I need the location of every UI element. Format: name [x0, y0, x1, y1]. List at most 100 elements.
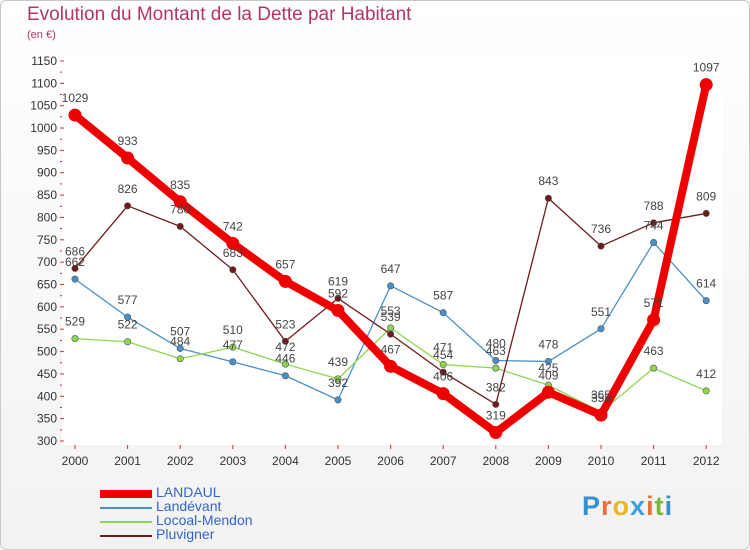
logo-letter: t	[654, 491, 665, 521]
x-tick-label: 2003	[219, 454, 246, 468]
data-label: 446	[275, 352, 295, 366]
plot-area	[62, 58, 722, 445]
data-label: 577	[118, 293, 138, 307]
data-label: 406	[433, 370, 453, 384]
data-label: 619	[328, 274, 348, 288]
data-label: 522	[118, 318, 138, 332]
data-label: 319	[486, 409, 506, 423]
data-label: 662	[65, 255, 85, 269]
data-label: 657	[275, 257, 295, 271]
data-label: 933	[118, 134, 138, 148]
data-point	[229, 266, 237, 274]
data-point	[71, 335, 79, 343]
data-label: 463	[644, 344, 664, 358]
proxiti-logo: Proxiti	[582, 491, 673, 522]
data-label: 463	[486, 344, 506, 358]
data-point	[699, 78, 713, 92]
data-label: 439	[328, 355, 348, 369]
data-point	[492, 357, 500, 365]
data-label: 736	[591, 222, 611, 236]
data-point	[650, 364, 658, 372]
data-label: 780	[170, 202, 190, 216]
y-tick-label: 650	[37, 278, 57, 292]
data-point	[597, 242, 605, 250]
data-label: 539	[381, 310, 401, 324]
legend-swatch	[100, 507, 152, 509]
data-point	[387, 282, 395, 290]
legend-swatch	[100, 535, 152, 537]
data-label: 471	[433, 341, 453, 355]
data-point	[124, 313, 132, 321]
data-label: 843	[538, 174, 558, 188]
y-tick-label: 800	[37, 210, 57, 224]
data-point	[124, 338, 132, 346]
data-label: 365	[591, 388, 611, 402]
x-tick-label: 2001	[114, 454, 141, 468]
legend-swatch	[100, 490, 152, 498]
data-point	[544, 357, 552, 365]
x-tick-label: 2007	[430, 454, 457, 468]
data-label: 454	[433, 348, 453, 362]
data-point	[226, 236, 240, 250]
data-point	[121, 151, 135, 165]
series-line-landaul	[71, 80, 711, 437]
data-label: 477	[223, 338, 243, 352]
x-tick-label: 2008	[482, 454, 509, 468]
data-point	[597, 325, 605, 333]
data-label: 553	[381, 304, 401, 318]
data-point	[492, 364, 500, 372]
y-tick-label: 900	[37, 166, 57, 180]
data-point	[439, 361, 447, 369]
data-point	[384, 359, 398, 373]
x-tick-label: 2005	[325, 454, 352, 468]
data-label: 358	[591, 391, 611, 405]
y-tick-label: 1150	[31, 54, 57, 68]
data-point	[541, 385, 555, 399]
data-point	[71, 275, 79, 283]
data-label: 472	[275, 340, 295, 354]
logo-letter: i	[646, 491, 655, 521]
x-tick-label: 2004	[272, 454, 299, 468]
y-tick-label: 550	[37, 322, 57, 336]
data-label: 826	[118, 182, 138, 196]
data-label: 484	[170, 335, 190, 349]
data-point	[702, 209, 710, 217]
data-label: 507	[170, 324, 190, 338]
data-point	[124, 202, 132, 210]
data-label: 683	[223, 246, 243, 260]
y-tick-label: 350	[37, 412, 57, 426]
x-tick-label: 2010	[588, 454, 615, 468]
data-label: 412	[696, 367, 716, 381]
chart-unit-label: (en €)	[27, 29, 56, 41]
x-tick-label: 2011	[641, 454, 667, 468]
y-tick-label: 450	[37, 367, 57, 381]
legend-swatch	[100, 521, 152, 523]
y-tick-label: 1050	[30, 99, 57, 113]
data-point	[387, 330, 395, 338]
data-label: 392	[328, 376, 348, 390]
data-point	[594, 408, 608, 422]
data-point	[544, 194, 552, 202]
data-label: 788	[644, 199, 664, 213]
data-label: 467	[381, 342, 401, 356]
data-label: 523	[275, 317, 295, 331]
data-point	[176, 344, 184, 352]
data-point	[650, 238, 658, 246]
logo-letter: r	[601, 491, 613, 521]
logo-letter: o	[612, 491, 631, 521]
data-point	[334, 294, 342, 302]
data-point	[650, 219, 658, 227]
x-tick-label: 2000	[62, 454, 89, 468]
x-tick-label: 2002	[167, 454, 194, 468]
y-tick-label: 850	[37, 188, 57, 202]
data-point	[281, 337, 289, 345]
y-tick-label: 1100	[31, 76, 57, 90]
legend-label: Landévant	[156, 498, 222, 514]
data-point	[436, 387, 450, 401]
data-point	[492, 400, 500, 408]
data-point	[229, 343, 237, 351]
data-label: 835	[170, 178, 190, 192]
legend-label: Locoal-Mendon	[156, 512, 253, 528]
data-point	[68, 108, 82, 122]
